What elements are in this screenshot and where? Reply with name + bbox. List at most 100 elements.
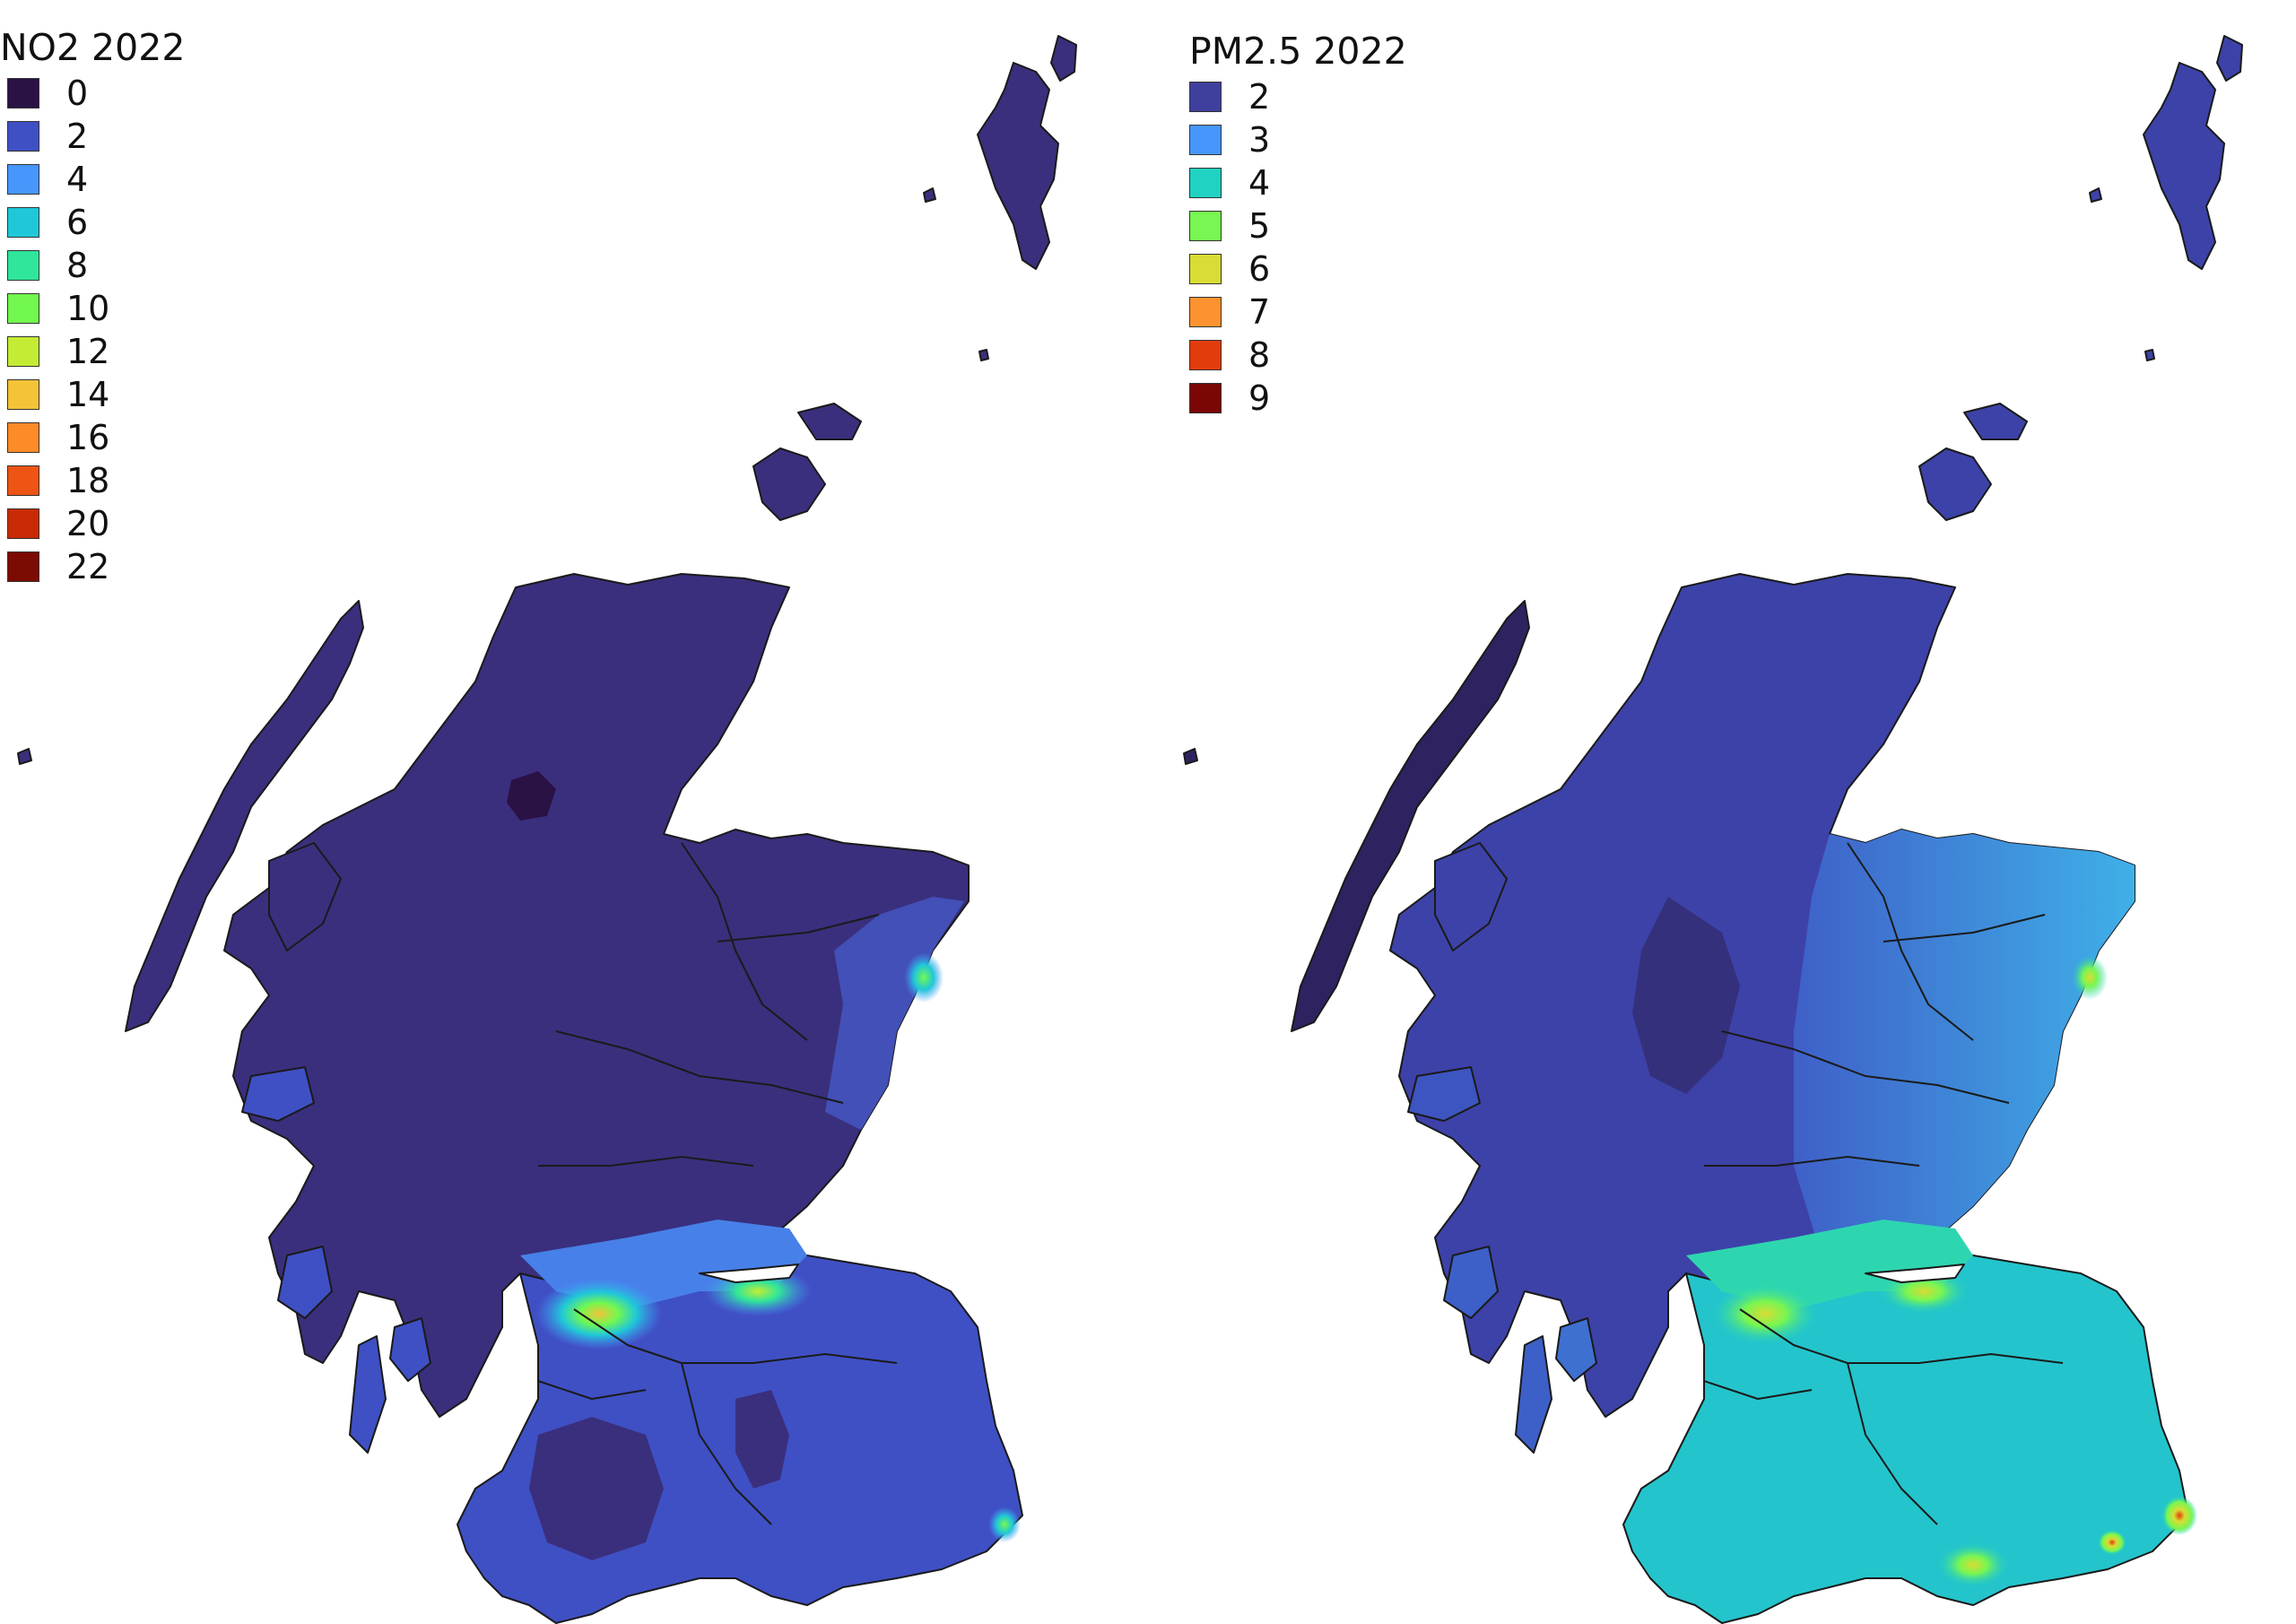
legend-swatch (1189, 211, 1222, 241)
legend-label: 4 (66, 160, 89, 199)
legend-swatch (1189, 383, 1222, 413)
pm25-arran (1555, 1317, 1597, 1382)
no2-legend-row: 12 (0, 330, 185, 373)
legend-label: 5 (1248, 206, 1271, 246)
legend-label: 10 (66, 289, 110, 328)
no2-map (17, 35, 1077, 1624)
pm25-stkilda (1183, 748, 1198, 765)
no2-legend-row: 18 (0, 459, 185, 502)
legend-label: 7 (1248, 292, 1271, 332)
no2-south-dark-b (735, 1390, 789, 1489)
pm25-mull (1407, 1066, 1481, 1122)
pm25-legend-row: 9 (1189, 377, 1407, 420)
legend-label: 2 (66, 117, 89, 156)
pm25-aberdeen-hotspot (2072, 955, 2108, 1000)
pm25-islay (1443, 1246, 1499, 1319)
pm25-legend-row: 3 (1189, 118, 1407, 161)
no2-orkney (752, 447, 826, 521)
pm25-kintyre (1515, 1335, 1552, 1454)
legend-swatch (1189, 297, 1222, 327)
no2-kintyre (349, 1335, 387, 1454)
pm25-outer-hebrides (1291, 600, 1530, 1032)
legend-swatch (7, 121, 39, 152)
legend-swatch (7, 508, 39, 539)
no2-legend: NO2 2022 0 2 4 6 8 10 12 14 16 18 20 22 (0, 27, 185, 588)
legend-label: 12 (66, 332, 110, 371)
no2-map-panel: NO2 2022 0 2 4 6 8 10 12 14 16 18 20 22 (0, 27, 1077, 1624)
legend-label: 6 (1248, 249, 1271, 289)
pm25-glasgow-hotspot (1711, 1282, 1819, 1345)
pm25-legend: PM2.5 2022 2 3 4 5 6 7 8 9 (1189, 30, 1407, 420)
pm25-legend-row: 4 (1189, 161, 1407, 204)
legend-label: 22 (66, 547, 110, 586)
pm25-legend-title: PM2.5 2022 (1189, 30, 1407, 73)
no2-legend-row: 14 (0, 373, 185, 416)
legend-label: 8 (1248, 335, 1271, 375)
legend-label: 4 (1248, 163, 1271, 203)
no2-foula (923, 187, 936, 203)
legend-label: 20 (66, 504, 110, 543)
pm25-legend-row: 7 (1189, 291, 1407, 334)
legend-swatch (7, 551, 39, 582)
no2-legend-row: 22 (0, 545, 185, 588)
pm25-south-hotspot (1937, 1542, 2009, 1587)
no2-south-dark-a (529, 1417, 664, 1560)
pm25-shetland (2143, 62, 2225, 270)
legend-swatch (1189, 168, 1222, 198)
no2-legend-row: 8 (0, 244, 185, 287)
legend-swatch (7, 250, 39, 281)
pm25-fair-isle (2144, 349, 2155, 361)
no2-mull (241, 1066, 315, 1122)
legend-swatch (7, 379, 39, 410)
legend-swatch (7, 422, 39, 453)
no2-islay (277, 1246, 333, 1319)
no2-stkilda (17, 748, 32, 765)
no2-fair-isle (978, 349, 989, 361)
pm25-west-dark (1632, 897, 1740, 1094)
legend-swatch (7, 164, 39, 195)
pm25-berwick-hotspot (2161, 1496, 2197, 1535)
no2-legend-row: 2 (0, 115, 185, 158)
pm25-skye (1434, 842, 1508, 951)
no2-skye (268, 842, 342, 951)
pm25-map (1183, 35, 2243, 1624)
legend-swatch (7, 336, 39, 367)
pm25-shetland-b (2216, 35, 2243, 82)
pm25-borders-hotspot (2098, 1530, 2126, 1555)
legend-swatch (7, 207, 39, 238)
pm25-orkney (1918, 447, 1992, 521)
pm25-map-panel: PM2.5 2022 2 3 4 5 6 7 8 9 (1166, 0, 2296, 1624)
no2-cairngorm-patch (507, 771, 556, 821)
legend-swatch (7, 78, 39, 109)
legend-label: 2 (1248, 77, 1271, 117)
legend-label: 8 (66, 246, 89, 285)
pm25-legend-row: 5 (1189, 204, 1407, 248)
no2-arran (389, 1317, 431, 1382)
legend-swatch (1189, 125, 1222, 155)
no2-shetland-b (1050, 35, 1077, 82)
pm25-legend-row: 8 (1189, 334, 1407, 377)
pm25-legend-row: 6 (1189, 248, 1407, 291)
no2-aberdeen-hotspot (904, 952, 944, 1003)
pm25-east-region (1794, 829, 2135, 1282)
legend-label: 16 (66, 418, 110, 457)
no2-legend-row: 10 (0, 287, 185, 330)
pm25-legend-row: 2 (1189, 75, 1407, 118)
legend-label: 18 (66, 461, 110, 500)
legend-label: 0 (66, 74, 89, 113)
legend-label: 6 (66, 203, 89, 242)
no2-legend-row: 16 (0, 416, 185, 459)
no2-legend-title: NO2 2022 (0, 26, 186, 69)
pm25-firth-of-forth (1865, 1264, 1965, 1283)
no2-shetland (977, 62, 1059, 270)
legend-label: 3 (1248, 120, 1271, 160)
no2-legend-row: 4 (0, 158, 185, 201)
legend-swatch (1189, 82, 1222, 112)
no2-legend-row: 20 (0, 502, 185, 545)
no2-outer-hebrides (125, 600, 364, 1032)
no2-legend-row: 0 (0, 72, 185, 115)
no2-firth-of-forth (699, 1264, 799, 1283)
pm25-foula (2089, 187, 2102, 203)
legend-label: 14 (66, 375, 110, 414)
legend-swatch (7, 293, 39, 324)
